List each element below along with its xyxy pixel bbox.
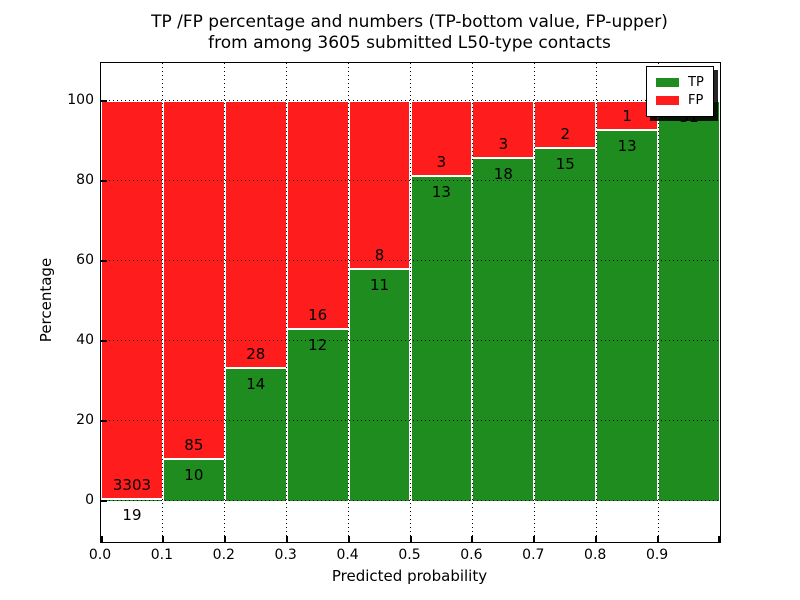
plot-area: 33031985102814161281131331821511331 — [100, 62, 721, 543]
x-tick-label: 0.7 — [522, 547, 545, 563]
x-tick-label: 0.8 — [584, 547, 607, 563]
vertical-gridline — [224, 63, 226, 542]
tp-count-label: 13 — [617, 136, 637, 155]
fp-count-label: 3 — [498, 135, 509, 154]
tp-count-label: 19 — [122, 505, 142, 524]
y-tick-label: 0 — [85, 491, 94, 508]
x-tick-label: 0.3 — [274, 547, 297, 563]
y-tick-label: 20 — [76, 411, 94, 428]
x-tick-mark — [595, 536, 598, 542]
vertical-gridline — [348, 63, 350, 542]
chart-title: TP /FP percentage and numbers (TP-bottom… — [100, 12, 719, 54]
x-tick-label: 0.6 — [460, 547, 483, 563]
x-tick-mark — [657, 536, 660, 542]
x-tick-label: 0.2 — [212, 547, 235, 563]
legend-label-tp: TP — [688, 75, 704, 90]
tp-count-label: 10 — [184, 465, 204, 484]
y-tick-mark — [101, 179, 107, 182]
y-tick-label: 40 — [76, 331, 94, 348]
bar-segment-tp — [472, 158, 535, 501]
bar-segment-tp — [534, 148, 597, 501]
bar-segment-tp — [348, 269, 411, 501]
bar-segment-tp — [410, 175, 473, 501]
tp-count-label: 14 — [246, 374, 266, 393]
vertical-gridline — [533, 63, 535, 542]
bar-segment-fp — [101, 100, 163, 499]
y-tick-mark — [101, 499, 107, 502]
x-tick-mark — [718, 536, 720, 542]
bar-segment-fp — [162, 100, 225, 459]
x-tick-mark — [285, 536, 288, 542]
bar-segment-tp — [286, 329, 349, 501]
x-tick-label: 0.9 — [645, 547, 669, 563]
legend: TP FP — [646, 66, 714, 117]
bar-segment-fp — [348, 100, 411, 270]
x-tick-mark — [409, 536, 412, 542]
fp-count-label: 1 — [622, 106, 632, 125]
x-tick-mark — [161, 536, 164, 542]
x-tick-mark — [101, 536, 103, 542]
fp-count-label: 28 — [246, 344, 266, 363]
x-tick-label: 0.4 — [336, 547, 359, 563]
y-tick-label: 80 — [76, 171, 94, 188]
x-tick-label: 0.1 — [150, 547, 174, 563]
tp-count-label: 18 — [493, 165, 513, 184]
tp-count-label: 12 — [308, 336, 328, 355]
legend-item-tp: TP — [656, 75, 704, 90]
vertical-gridline — [410, 63, 411, 542]
bar-segment-tp — [596, 129, 659, 501]
y-tick-mark — [101, 419, 107, 422]
x-tick-label: 0.0 — [88, 547, 112, 563]
x-tick-mark — [533, 536, 536, 542]
chart-title-line2: from among 3605 submitted L50-type conta… — [208, 33, 611, 53]
fp-count-label: 8 — [374, 246, 385, 265]
bar-segment-tp — [224, 367, 287, 501]
x-tick-mark — [347, 536, 350, 542]
bar-segment-tp — [658, 100, 720, 501]
legend-item-fp: FP — [656, 93, 704, 108]
fp-count-label: 3303 — [112, 475, 152, 494]
tp-count-label: 13 — [431, 182, 451, 201]
vertical-gridline — [657, 63, 659, 542]
fp-count-label: 2 — [560, 125, 571, 144]
y-tick-label: 60 — [76, 251, 94, 268]
chart-title-line1: TP /FP percentage and numbers (TP-bottom… — [151, 12, 668, 32]
x-tick-mark — [223, 536, 226, 542]
vertical-gridline — [595, 63, 597, 542]
y-tick-mark — [101, 99, 107, 102]
legend-patch-fp-icon — [656, 96, 679, 105]
y-tick-label: 100 — [67, 91, 94, 108]
bar-segment-fp — [224, 100, 287, 368]
y-tick-mark — [101, 339, 107, 342]
bar-segment-fp — [286, 100, 349, 330]
fp-count-label: 16 — [308, 306, 328, 325]
x-axis-label: Predicted probability — [331, 567, 488, 585]
x-tick-label: 0.5 — [398, 547, 421, 563]
bar-segment-fp — [472, 100, 535, 159]
vertical-gridline — [286, 63, 288, 542]
x-tick-mark — [471, 536, 474, 542]
fp-count-label: 85 — [184, 435, 204, 454]
tp-count-label: 11 — [370, 276, 390, 295]
fp-count-label: 3 — [436, 152, 447, 171]
legend-patch-tp-icon — [656, 78, 679, 87]
y-tick-mark — [101, 259, 107, 262]
tp-count-label: 15 — [555, 155, 575, 174]
vertical-gridline — [162, 63, 164, 542]
legend-label-fp: FP — [688, 93, 704, 108]
vertical-gridline — [471, 63, 473, 542]
y-axis-label: Percentage — [37, 257, 55, 343]
